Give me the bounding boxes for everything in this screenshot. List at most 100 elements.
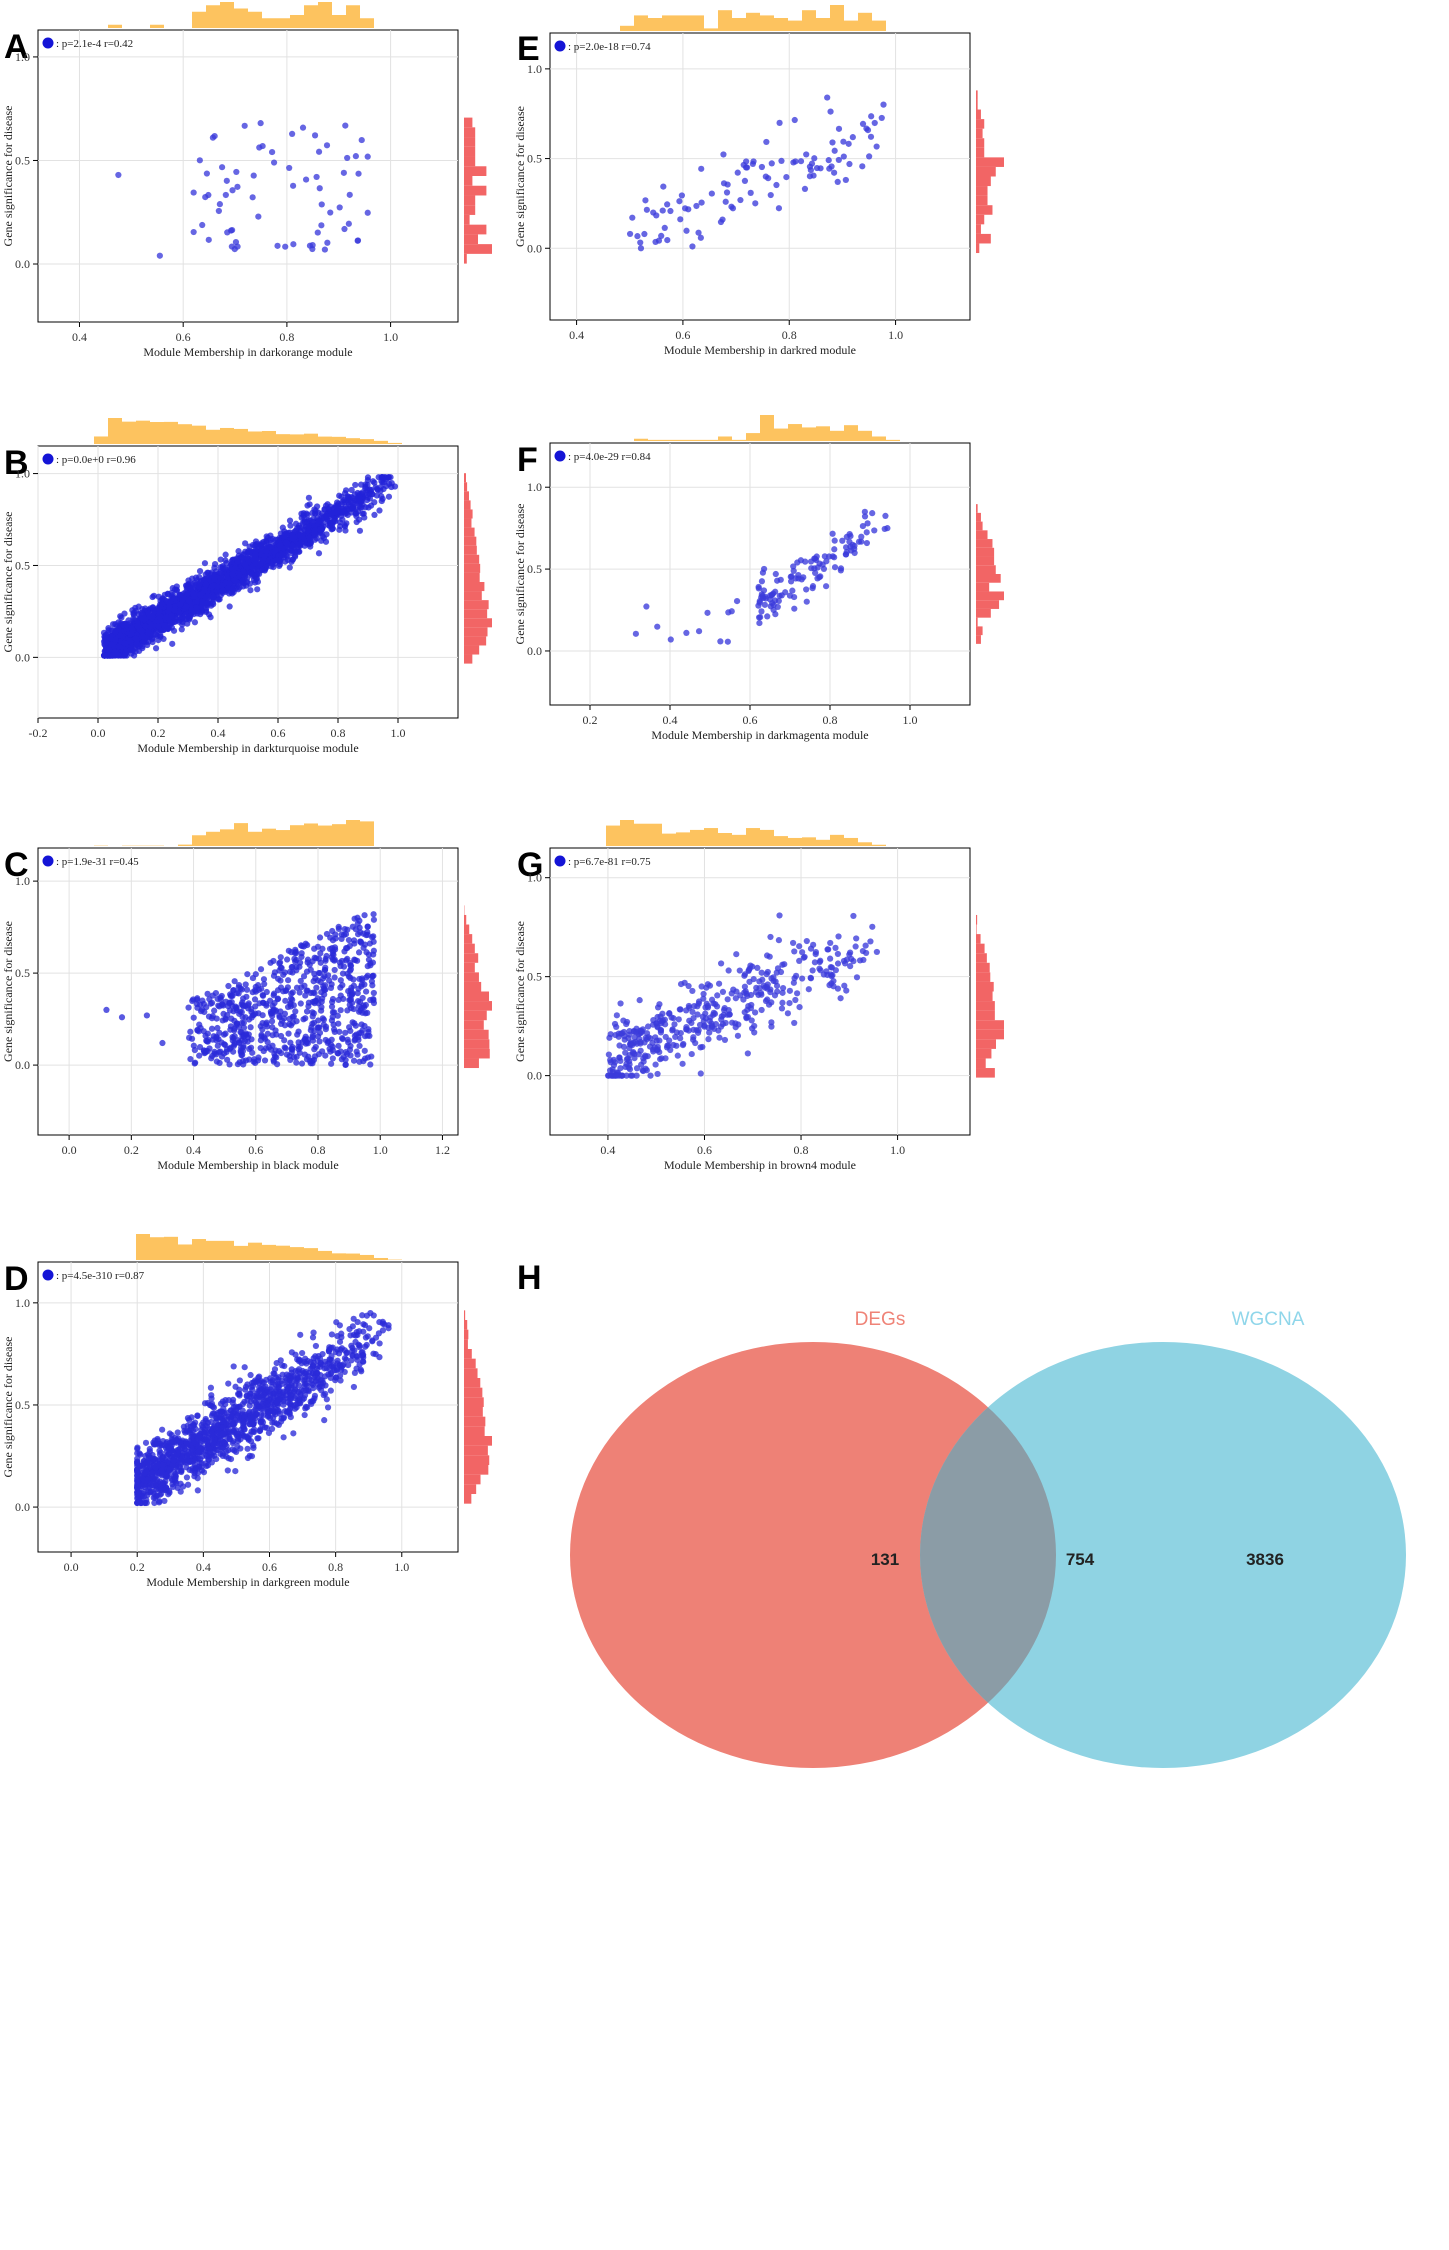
histogram-bar <box>704 28 718 31</box>
data-point <box>834 178 841 186</box>
data-point <box>632 630 639 637</box>
data-point <box>269 1012 276 1020</box>
data-point <box>291 528 298 535</box>
data-point <box>182 611 189 618</box>
data-point <box>831 147 838 154</box>
histogram-bar <box>976 214 985 225</box>
histogram-bar <box>620 25 634 31</box>
data-point <box>317 959 324 966</box>
y-tick-label: 1.0 <box>15 467 30 481</box>
data-point <box>752 200 759 207</box>
data-point <box>681 205 689 212</box>
data-point <box>226 603 233 610</box>
data-point <box>229 1421 237 1429</box>
data-point <box>370 911 377 918</box>
data-point <box>174 1429 181 1436</box>
data-point <box>327 520 334 527</box>
data-point <box>322 955 329 963</box>
histogram-bar <box>122 421 136 444</box>
data-point <box>797 158 805 165</box>
data-point <box>282 997 289 1004</box>
data-point <box>350 1331 357 1338</box>
data-point <box>142 623 149 630</box>
data-point <box>370 947 377 954</box>
data-point <box>214 1024 221 1032</box>
data-point <box>276 1395 283 1402</box>
histogram-bar <box>290 434 304 444</box>
histogram-bar <box>464 1048 490 1059</box>
data-point <box>312 1043 319 1051</box>
data-point <box>316 1024 323 1031</box>
data-point <box>304 956 312 963</box>
data-point <box>866 153 873 160</box>
data-point <box>240 1033 247 1040</box>
data-point <box>326 977 333 984</box>
data-point <box>324 1039 331 1047</box>
histogram-bar <box>844 20 858 31</box>
data-point <box>299 124 307 131</box>
data-point <box>231 1017 238 1024</box>
data-point <box>224 1056 231 1063</box>
data-point <box>237 985 244 992</box>
data-point <box>270 992 277 999</box>
data-point <box>336 1028 343 1035</box>
histogram-bar <box>332 1253 346 1260</box>
histogram-bar <box>976 224 981 234</box>
data-point <box>724 181 731 188</box>
data-point <box>157 1440 164 1447</box>
data-point <box>117 632 124 639</box>
y-axis-label: Gene significance for disease <box>1 921 15 1062</box>
data-point <box>356 998 364 1006</box>
data-point <box>281 1010 289 1017</box>
data-point <box>271 1419 278 1426</box>
data-point <box>318 1007 325 1014</box>
data-point <box>356 494 363 502</box>
data-point <box>371 511 378 518</box>
x-tick-label: 0.0 <box>62 1143 77 1157</box>
histogram-bar <box>634 15 648 31</box>
x-tick-label: 1.0 <box>373 1143 388 1157</box>
data-point <box>347 1027 354 1035</box>
histogram-bar <box>304 433 318 444</box>
histogram-bar <box>94 436 108 444</box>
data-point <box>321 1417 328 1424</box>
data-point <box>278 1049 285 1057</box>
histogram-bar <box>220 2 234 28</box>
data-point <box>634 233 641 240</box>
data-point <box>330 1021 337 1028</box>
data-point <box>733 598 741 605</box>
data-point <box>840 153 847 160</box>
data-point <box>247 587 254 594</box>
data-point <box>240 1044 247 1051</box>
data-point <box>297 540 304 547</box>
panel-label: B <box>4 444 29 482</box>
histogram-bar <box>290 15 304 28</box>
data-point <box>695 229 702 236</box>
data-point <box>178 626 185 633</box>
histogram-bar <box>464 1010 487 1021</box>
data-point <box>336 204 343 211</box>
data-point <box>693 202 700 210</box>
data-point <box>168 613 175 620</box>
histogram-bar <box>464 1445 488 1456</box>
data-point <box>650 209 657 216</box>
data-point <box>267 532 274 539</box>
histogram-bar <box>464 205 476 215</box>
data-point <box>126 647 134 654</box>
histogram-bar <box>374 1257 388 1260</box>
data-point <box>274 996 281 1003</box>
data-point <box>257 1419 264 1426</box>
data-point <box>338 501 345 508</box>
data-point <box>309 1060 316 1067</box>
data-point <box>257 120 264 127</box>
data-point <box>357 481 365 488</box>
histogram-bar <box>220 829 234 846</box>
data-point <box>281 1037 288 1044</box>
data-point <box>156 608 163 615</box>
data-point <box>192 1059 199 1066</box>
data-point <box>343 957 350 964</box>
histogram-bar <box>464 1494 472 1504</box>
histogram-bar <box>464 185 487 196</box>
data-point <box>323 142 331 149</box>
data-point <box>239 999 246 1006</box>
